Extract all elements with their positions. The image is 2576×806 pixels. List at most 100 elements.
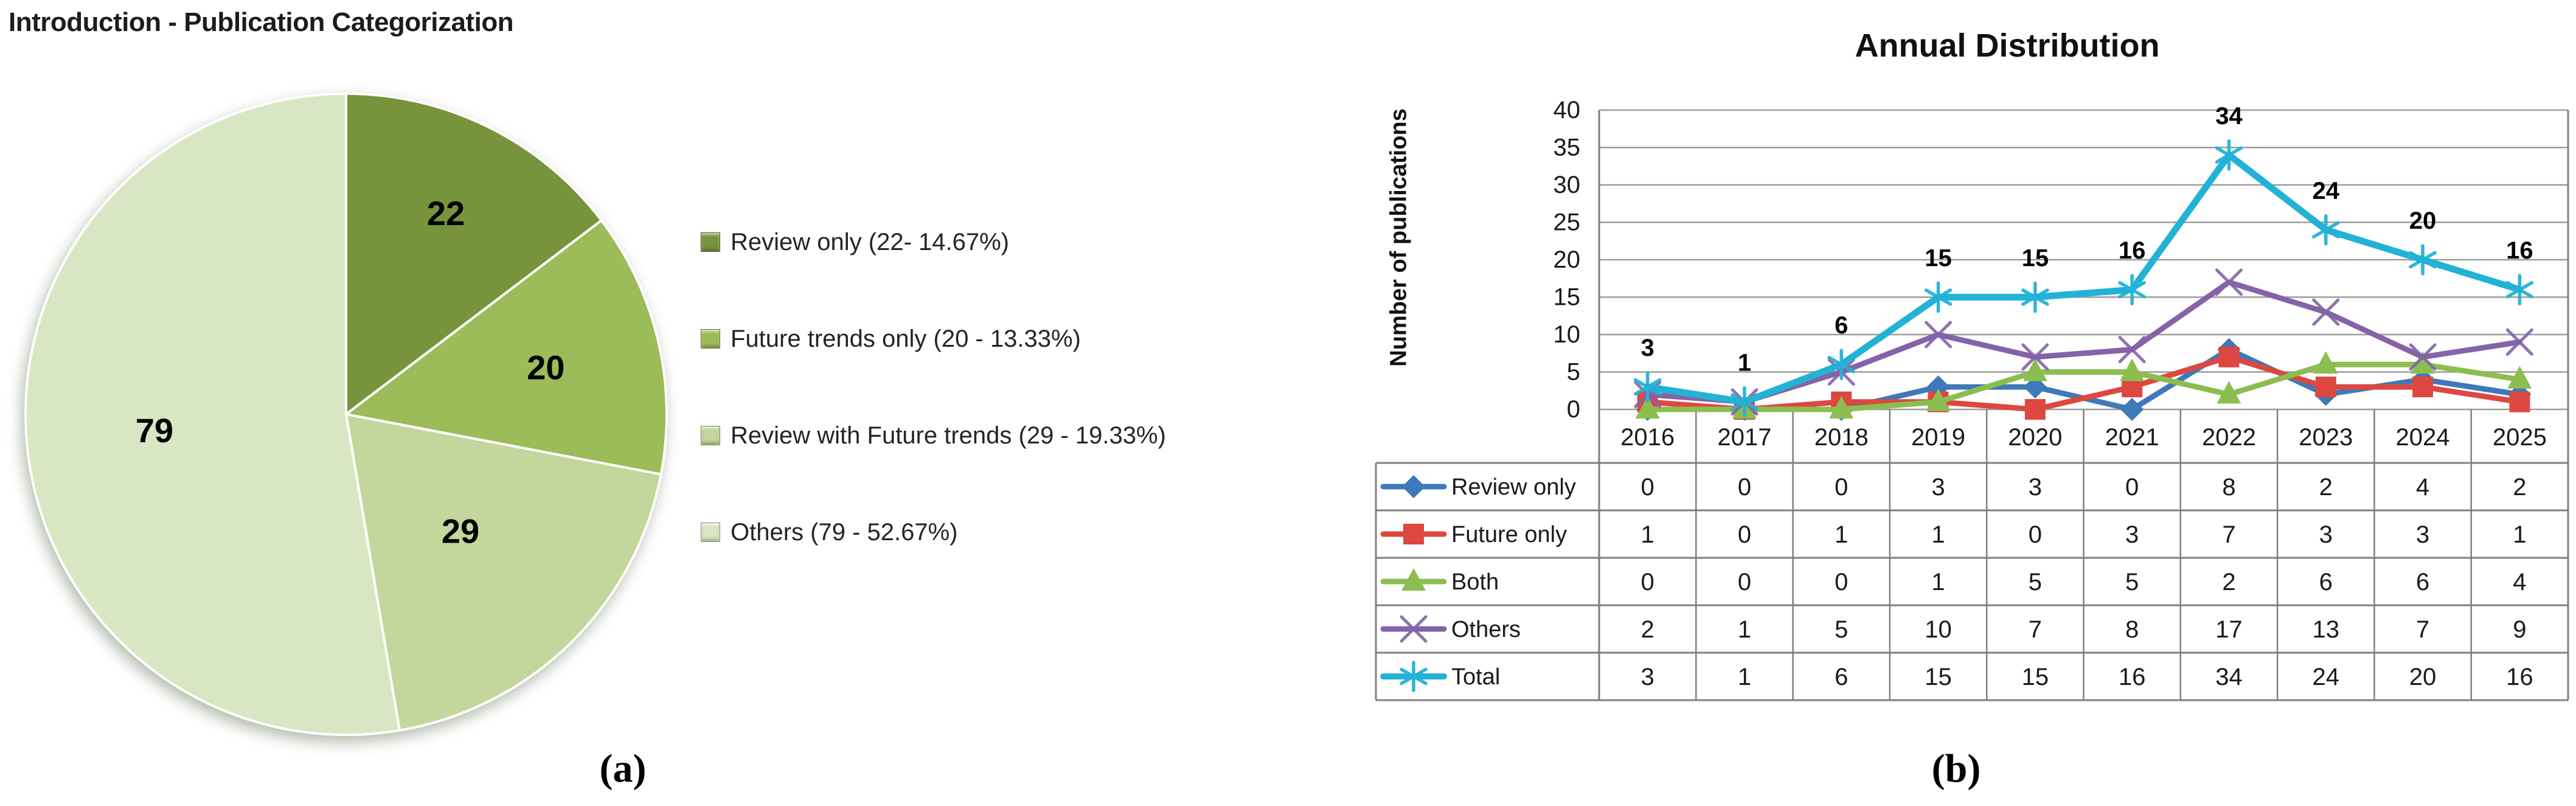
table-row-future-only: Future only 1 0 1 1 0 3 7 3 3 1 xyxy=(1380,521,2526,548)
pie-legend-label: Others (79 - 52.67%) xyxy=(731,518,958,546)
marker-triangle xyxy=(1926,388,1951,411)
caption-a: (a) xyxy=(599,746,647,791)
marker-x xyxy=(2021,343,2049,371)
series-future-only xyxy=(1637,346,2530,420)
pie-slice-value-label: 20 xyxy=(527,348,564,386)
table-cell-value: 1 xyxy=(1641,521,1654,548)
marker-triangle xyxy=(2507,366,2532,389)
table-cell-value: 2 xyxy=(2319,474,2333,501)
pie-chart xyxy=(24,92,668,736)
table-row-total: Total 3 1 6 15 15 16 34 24 20 16 xyxy=(1380,661,2533,692)
data-label-total: 16 xyxy=(2506,237,2533,264)
marker-asterisk xyxy=(1633,371,1662,403)
marker-asterisk xyxy=(1400,661,1428,692)
pie-chart-title: Introduction - Publication Categorizatio… xyxy=(9,7,514,37)
y-tick-label: 25 xyxy=(1554,209,1581,236)
table-cell-value: 6 xyxy=(2416,569,2429,596)
data-label-total: 20 xyxy=(2409,207,2437,234)
table-cell-value: 3 xyxy=(1641,664,1654,690)
x-year-label: 2020 xyxy=(2008,424,2062,451)
table-cell-value: 4 xyxy=(2513,569,2526,596)
marker-asterisk xyxy=(2021,281,2049,313)
table-cell-value: 0 xyxy=(1835,569,1848,596)
table-cell-value: 1 xyxy=(1738,664,1751,690)
table-cell-value: 5 xyxy=(1835,616,1848,643)
pie-slice-review-with-future-trends xyxy=(345,413,662,732)
table-cell-value: 0 xyxy=(1641,569,1654,596)
marker-square xyxy=(2412,377,2434,398)
marker-x xyxy=(2118,336,2146,364)
pie-legend-item: Others (79 - 52.67%) xyxy=(701,518,958,547)
pie-slice-value-label: 29 xyxy=(442,512,479,551)
table-cell-value: 0 xyxy=(2125,474,2139,501)
table-cell-value: 3 xyxy=(2125,521,2139,548)
table-cell-value: 7 xyxy=(2029,616,2042,643)
series-name-label: Others xyxy=(1451,617,1521,642)
data-label-total: 15 xyxy=(2022,245,2049,272)
marker-asterisk xyxy=(1924,281,1953,313)
y-tick-label: 35 xyxy=(1554,134,1581,161)
pie-slice-value-label: 79 xyxy=(136,411,173,450)
table-cell-value: 5 xyxy=(2125,569,2139,596)
y-tick-label: 30 xyxy=(1554,172,1581,198)
table-cell-value: 0 xyxy=(1835,474,1848,501)
marker-diamond xyxy=(2120,398,2144,421)
marker-triangle xyxy=(2217,381,2241,404)
data-label-total: 16 xyxy=(2119,237,2146,264)
table-cell-value: 3 xyxy=(1931,474,1945,501)
marker-triangle xyxy=(2120,358,2145,381)
table-cell-value: 8 xyxy=(2222,474,2235,501)
table-cell-value: 24 xyxy=(2313,664,2340,690)
x-year-label: 2016 xyxy=(1620,424,1675,451)
marker-triangle xyxy=(1401,568,1426,591)
table-cell-value: 13 xyxy=(2313,616,2340,643)
marker-triangle xyxy=(2411,351,2435,374)
pie-legend-item: Future trends only (20 - 13.33%) xyxy=(701,324,1081,353)
table-cell-value: 4 xyxy=(2416,474,2429,501)
series-line xyxy=(1645,279,2522,405)
data-label-total: 15 xyxy=(1925,245,1952,272)
pie-legend-label: Future trends only (20 - 13.33%) xyxy=(731,325,1081,352)
table-cell-value: 6 xyxy=(1835,664,1848,690)
table-cell-value: 1 xyxy=(1931,521,1945,548)
x-year-label: 2019 xyxy=(1911,424,1965,451)
table-cell-value: 3 xyxy=(2416,521,2429,548)
pie-slice-others xyxy=(24,92,401,736)
table-row-others: Others 2 1 5 10 7 8 17 13 7 9 xyxy=(1380,615,2526,643)
x-year-label: 2023 xyxy=(2299,424,2353,451)
series-name-label: Review only xyxy=(1451,474,1576,500)
series-total xyxy=(1633,139,2534,418)
marker-asterisk xyxy=(2118,274,2146,305)
marker-x xyxy=(2215,268,2243,296)
data-label-total: 1 xyxy=(1738,350,1751,377)
series-name-label: Both xyxy=(1451,569,1499,595)
table-cell-value: 0 xyxy=(1738,474,1751,501)
series-line xyxy=(1645,354,2522,412)
marker-triangle xyxy=(1829,396,1854,419)
x-year-label: 2017 xyxy=(1717,424,1771,451)
table-row-review-only: Review only 0 0 0 3 3 0 8 2 4 2 xyxy=(1380,474,2526,501)
table-cell-value: 17 xyxy=(2215,616,2243,643)
marker-x xyxy=(2505,328,2533,356)
table-cell-value: 2 xyxy=(2222,569,2235,596)
series-line xyxy=(1645,361,2522,412)
x-year-label: 2022 xyxy=(2202,424,2256,451)
table-cell-value: 0 xyxy=(2029,521,2042,548)
marker-square xyxy=(2024,399,2046,420)
marker-square xyxy=(1403,524,1424,544)
table-cell-value: 15 xyxy=(2022,664,2049,690)
table-cell-value: 0 xyxy=(1738,569,1751,596)
legend-swatch-future-trends-only xyxy=(701,329,720,349)
table-cell-value: 7 xyxy=(2416,616,2429,643)
marker-square xyxy=(2509,391,2530,412)
series-both xyxy=(1635,351,2532,419)
table-cell-value: 1 xyxy=(2513,521,2526,548)
table-cell-value: 8 xyxy=(2125,616,2139,643)
data-label-total: 34 xyxy=(2215,103,2243,130)
y-tick-label: 40 xyxy=(1554,97,1581,123)
pie-legend-label: Review only (22- 14.67%) xyxy=(731,228,1009,255)
y-tick-label: 15 xyxy=(1554,284,1581,311)
legend-swatch-others xyxy=(701,523,720,542)
